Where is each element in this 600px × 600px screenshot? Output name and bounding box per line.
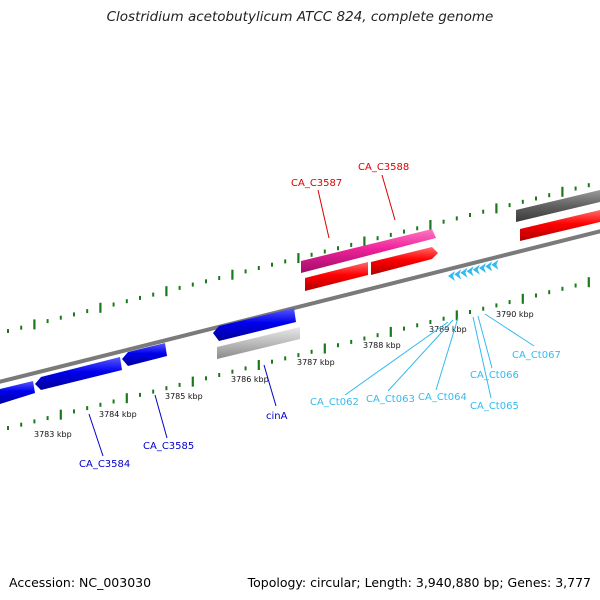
gene-label-ca-ct062[interactable]: CA_Ct062	[310, 397, 359, 408]
gene-label-ca-c3585[interactable]: CA_C3585	[143, 441, 194, 452]
tick-label-3787: 3787 kbp	[297, 358, 335, 367]
gene-arrow-ca-c3588-lower[interactable]	[371, 247, 438, 275]
topology-text: Topology: circular; Length: 3,940,880 bp…	[247, 575, 591, 590]
gene-arrow-ca-c3587[interactable]	[305, 262, 368, 291]
gene-arrow-ca-c3585[interactable]	[122, 343, 167, 366]
gene-label-ca-c3584[interactable]: CA_C3584	[79, 459, 130, 470]
gene-label-ca-ct063[interactable]: CA_Ct063	[366, 394, 415, 405]
trna-arrow[interactable]	[472, 264, 480, 275]
gene-label-ca-ct064[interactable]: CA_Ct064	[418, 392, 467, 403]
map-title: Clostridium acetobutylicum ATCC 824, com…	[106, 9, 494, 25]
gene-arrow-dark-right[interactable]	[516, 190, 600, 222]
gene-label-ca-c3587[interactable]: CA_C3587	[291, 178, 342, 189]
gene-arrow-red-right[interactable]	[520, 210, 600, 241]
trna-arrow[interactable]	[460, 267, 468, 278]
gene-label-cina[interactable]: cinA	[266, 411, 288, 422]
gene-label-ca-ct066[interactable]: CA_Ct066	[470, 370, 519, 381]
gene-arrow-grey[interactable]	[217, 327, 300, 359]
lower-tick-track	[7, 277, 590, 430]
tick-label-3788: 3788 kbp	[363, 341, 401, 350]
tick-label-3789: 3789 kbp	[429, 325, 467, 334]
tick-label-3786: 3786 kbp	[231, 375, 269, 384]
genome-backbone	[0, 229, 600, 384]
gene-arrow-cina[interactable]	[213, 308, 296, 341]
trna-arrow[interactable]	[466, 266, 474, 277]
gene-label-ca-ct065[interactable]: CA_Ct065	[470, 401, 519, 412]
tick-label-3790: 3790 kbp	[496, 310, 534, 319]
tick-label-3785: 3785 kbp	[165, 392, 203, 401]
trna-gene-cluster[interactable]	[448, 259, 499, 281]
gene-arrow-left-edge[interactable]	[0, 381, 35, 404]
gene-arrow-ca-c3584[interactable]	[35, 357, 122, 390]
trna-arrow[interactable]	[479, 263, 486, 273]
trna-arrow[interactable]	[485, 261, 493, 272]
trna-arrow[interactable]	[491, 259, 499, 270]
trna-arrow[interactable]	[454, 269, 462, 280]
accession-text: Accession: NC_003030	[9, 575, 152, 590]
trna-arrow[interactable]	[448, 271, 455, 281]
gene-label-ca-c3588[interactable]: CA_C3588	[358, 162, 409, 173]
gene-label-ca-ct067[interactable]: CA_Ct067	[512, 350, 561, 361]
tick-label-3783: 3783 kbp	[34, 430, 72, 439]
tick-label-3784: 3784 kbp	[99, 410, 137, 419]
leader-lines	[88, 174, 535, 457]
upper-tick-track	[7, 183, 590, 333]
gene-arrow-ca-c3588[interactable]	[301, 229, 436, 273]
